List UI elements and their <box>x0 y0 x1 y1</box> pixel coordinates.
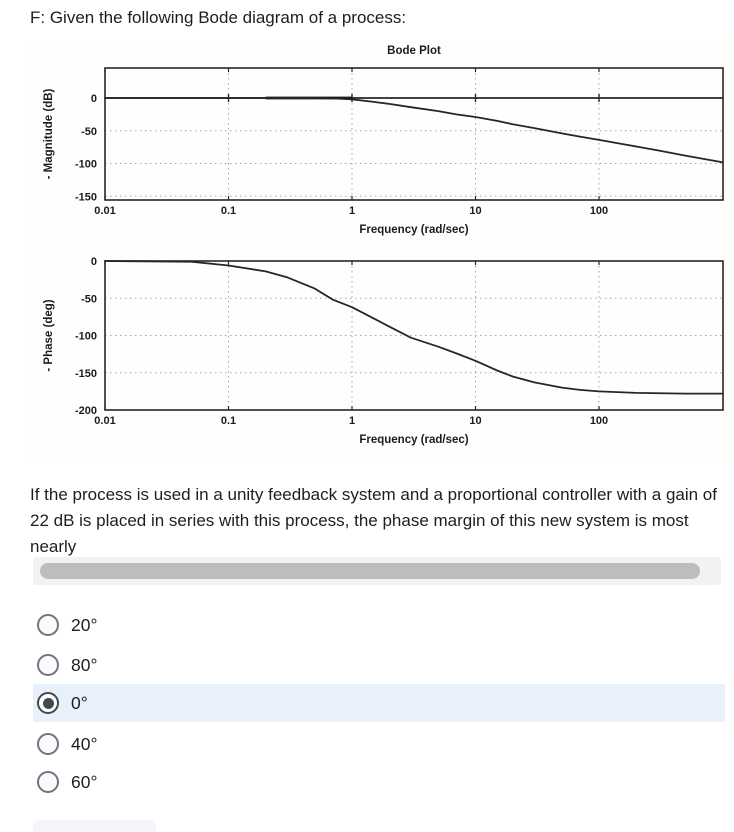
question-header: F: Given the following Bode diagram of a… <box>30 8 407 27</box>
x-tick-label: 0.1 <box>221 415 236 427</box>
answer-option-20[interactable]: 20° <box>33 606 725 644</box>
option-label: 0° <box>71 692 88 713</box>
axis-frame <box>104 67 724 201</box>
radio-button-icon[interactable] <box>37 771 59 793</box>
option-label: 40° <box>71 733 98 754</box>
y-tick-label: -100 <box>75 159 97 171</box>
y-tick-label: -200 <box>75 405 97 417</box>
x-tick-label: 10 <box>469 415 481 427</box>
option-label: 60° <box>71 771 98 792</box>
x-axis-label: Frequency (rad/sec) <box>359 224 468 236</box>
axis-frame <box>104 260 724 411</box>
y-tick-label: -150 <box>75 191 97 203</box>
answer-option-60[interactable]: 60° <box>33 763 725 801</box>
bode-plot-figure: 0 -50 -100 -150 0.01 0.1 1 10 100 Frequency (rad/… <box>30 40 734 458</box>
answer-option-40[interactable]: 40° <box>33 725 725 763</box>
x-tick-label: 0.01 <box>94 415 115 427</box>
y-tick-label: 0 <box>91 256 97 268</box>
answer-option-80[interactable]: 80° <box>33 646 725 684</box>
x-tick-label: 1 <box>349 415 355 427</box>
magnitude-curve <box>104 97 724 164</box>
question-text: If the process is used in a unity feedba… <box>30 485 717 556</box>
y-axis-label: - Phase (deg) <box>43 299 55 371</box>
y-tick-label: 0 <box>91 93 97 105</box>
x-tick-label: 0.1 <box>221 205 236 217</box>
plot-title: Bode Plot <box>387 45 441 57</box>
x-axis-label: Frequency (rad/sec) <box>359 434 468 446</box>
y-tick-label: -100 <box>75 331 97 343</box>
y-tick-label: -150 <box>75 368 97 380</box>
cutoff-bottom-element[interactable] <box>33 820 156 832</box>
x-tick-label: 1 <box>349 205 355 217</box>
option-label: 80° <box>71 654 98 675</box>
phase-curve <box>104 260 724 395</box>
option-label: 20° <box>71 614 98 635</box>
y-tick-label: -50 <box>81 293 97 305</box>
horizontal-scrollbar-track[interactable] <box>33 557 721 585</box>
x-tick-label: 10 <box>469 205 481 217</box>
x-tick-label: 100 <box>590 205 608 217</box>
radio-button-icon[interactable] <box>37 614 59 636</box>
radio-button-icon[interactable] <box>37 692 59 714</box>
y-tick-label: -50 <box>81 126 97 138</box>
radio-button-icon[interactable] <box>37 733 59 755</box>
y-axis-label: - Magnitude (dB) <box>43 88 55 179</box>
answer-option-0[interactable]: 0° <box>33 684 725 722</box>
x-tick-label: 0.01 <box>94 205 115 217</box>
x-tick-label: 100 <box>590 415 608 427</box>
radio-button-icon[interactable] <box>37 654 59 676</box>
horizontal-scrollbar-thumb[interactable] <box>40 563 700 579</box>
